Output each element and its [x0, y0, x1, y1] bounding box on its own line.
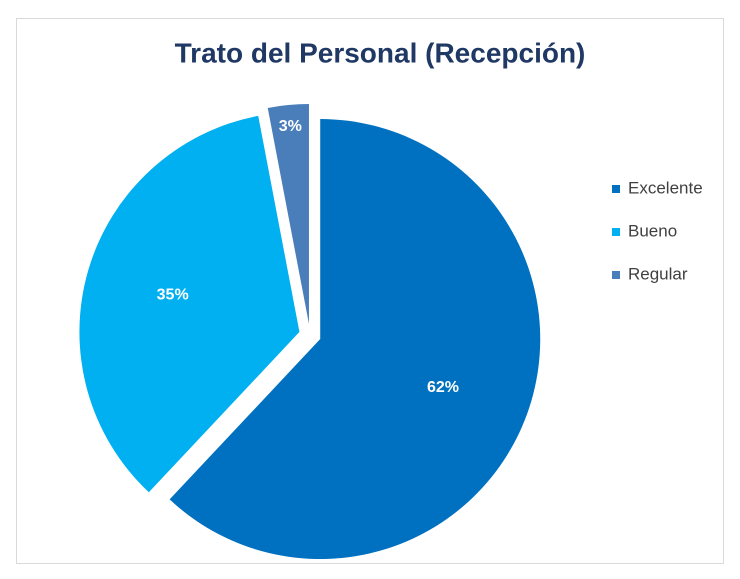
legend-label: Bueno: [628, 221, 677, 240]
data-label: 62%: [427, 379, 459, 396]
data-label: 3%: [279, 118, 302, 135]
pie-slice: [79, 115, 300, 493]
legend-label: Excelente: [628, 178, 703, 197]
legend-swatch: [612, 228, 620, 236]
legend-swatch: [612, 185, 620, 193]
data-label: 35%: [157, 286, 189, 303]
chart-title: Trato del Personal (Recepción): [175, 37, 586, 68]
legend-label: Regular: [628, 264, 688, 283]
pie-slice: [169, 119, 541, 560]
pie-slice: [267, 104, 309, 325]
legend-swatch: [612, 271, 620, 279]
